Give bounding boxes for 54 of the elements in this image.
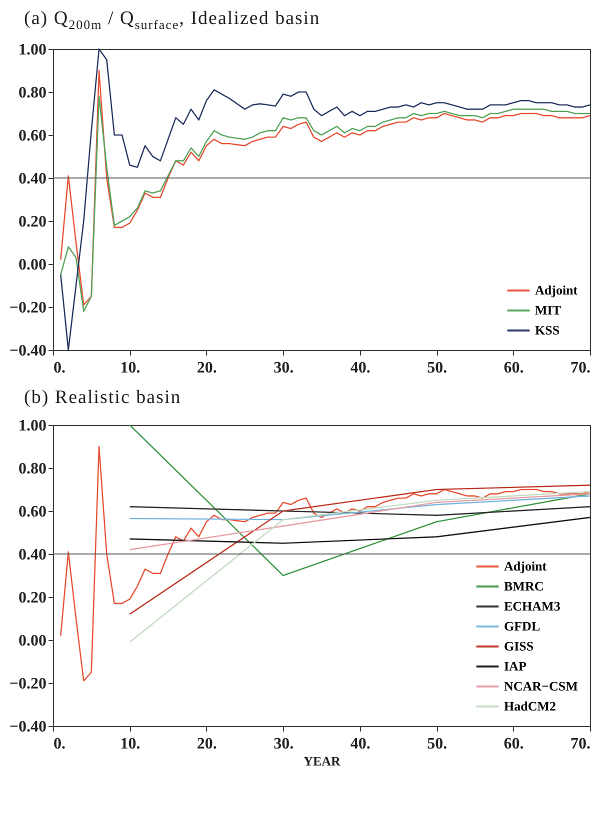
legend-label: GFDL <box>504 618 540 634</box>
y-tick-label: 1.00 <box>18 417 46 434</box>
y-tick-label: −0.40 <box>9 718 46 736</box>
line-series <box>129 495 591 520</box>
x-tick-label: 50. <box>427 359 448 376</box>
x-tick-label: 30. <box>274 359 294 376</box>
x-tick-label: 0. <box>54 359 66 376</box>
chart-title: (a) Q$_{200m}$ / Q$_{surface}$, Idealized basin <box>24 8 322 33</box>
y-tick-label: −0.20 <box>9 299 46 316</box>
legend-label: GISS <box>504 638 534 654</box>
x-tick-label: 60. <box>504 735 524 752</box>
x-tick-label: 10. <box>120 359 140 376</box>
y-tick-label: −0.40 <box>9 342 46 360</box>
y-tick-label: 0.80 <box>18 460 46 478</box>
legend-label: BMRC <box>504 578 544 594</box>
legend-label: KSS <box>535 322 560 338</box>
y-tick-label: 1.00 <box>18 41 46 58</box>
x-tick-label: 50. <box>427 735 448 752</box>
x-tick-label: 20. <box>196 735 217 752</box>
y-tick-label: 0.60 <box>18 503 46 520</box>
legend-label: Adjoint <box>504 558 548 574</box>
legend-label: NCAR−CSM <box>504 678 578 694</box>
x-tick-label: 40. <box>350 735 370 752</box>
x-tick-label: 20. <box>196 359 217 376</box>
line-series <box>60 48 591 350</box>
x-axis-title: YEAR <box>304 753 342 768</box>
y-tick-label: 0.80 <box>18 84 46 102</box>
y-tick-label: 0.00 <box>18 256 46 274</box>
legend-label: MIT <box>535 302 562 318</box>
x-tick-label: 70. <box>570 735 590 752</box>
y-tick-label: 0.00 <box>18 632 46 650</box>
legend-label: ECHAM3 <box>504 598 561 614</box>
x-tick-label: 40. <box>350 359 370 376</box>
line-series <box>60 446 591 682</box>
y-tick-label: 0.60 <box>18 127 46 144</box>
legend-label: HadCM2 <box>504 698 556 714</box>
line-series <box>129 424 591 576</box>
y-tick-label: 0.40 <box>18 170 46 188</box>
x-tick-label: 10. <box>120 735 140 752</box>
line-series <box>129 490 591 643</box>
legend-label: IAP <box>504 658 526 674</box>
y-tick-label: 0.20 <box>18 589 46 606</box>
x-tick-label: 30. <box>274 735 294 752</box>
x-tick-label: 0. <box>54 735 66 752</box>
line-series <box>129 492 591 550</box>
legend-label: Adjoint <box>535 282 578 298</box>
y-tick-label: 0.20 <box>18 213 46 230</box>
chart-title: (b) Realistic basin <box>24 386 182 409</box>
line-series <box>129 516 591 544</box>
x-tick-label: 60. <box>504 359 524 376</box>
line-series <box>129 484 591 615</box>
y-tick-label: 0.40 <box>18 546 46 564</box>
x-tick-label: 70. <box>570 359 590 376</box>
y-tick-label: −0.20 <box>9 675 46 692</box>
